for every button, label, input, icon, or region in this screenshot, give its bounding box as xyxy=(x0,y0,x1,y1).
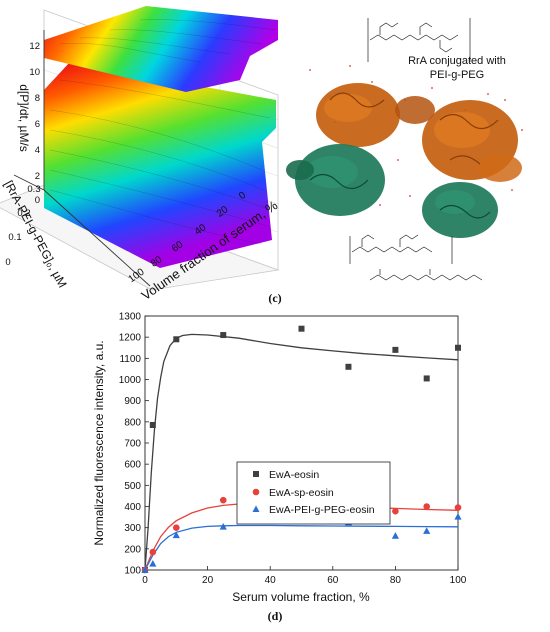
data-point-triangle xyxy=(219,523,227,530)
data-point-triangle xyxy=(391,532,399,539)
molecule-label-line2: PEI-g-PEG xyxy=(430,69,484,81)
y-tick-labels: 0.3 0.2 0.1 0 xyxy=(5,184,40,268)
x-tick-label: 60 xyxy=(327,575,339,586)
z-tick-label: 12 xyxy=(29,41,40,52)
z-tick-label: 8 xyxy=(35,93,40,104)
surface-slope xyxy=(44,62,276,268)
y-tick-label: 900 xyxy=(124,396,141,407)
legend-label: EwA-sp-eosin xyxy=(269,487,334,499)
molecule-label-line1: RrA conjugated with xyxy=(408,55,506,67)
data-point-circle xyxy=(149,548,157,556)
fit-curve xyxy=(144,524,459,571)
z-tick-label: 10 xyxy=(29,67,40,78)
y-tick-label: 800 xyxy=(124,417,141,428)
legend-box xyxy=(236,461,391,525)
fit-curve xyxy=(144,333,459,571)
fit-curves xyxy=(144,333,459,571)
z-tick-label: 6 xyxy=(35,119,40,130)
panel-label-c: (c) xyxy=(268,291,281,305)
orange-subunit xyxy=(316,83,522,182)
legend: EwA-eosin EwA-sp-eosin EwA-PEI-g-PEG-eos… xyxy=(236,461,391,525)
z-tick-labels: 12 10 8 6 4 2 0 xyxy=(29,41,40,206)
y-tick-label: 1200 xyxy=(119,333,142,344)
legend-marker-triangle xyxy=(252,505,260,512)
x-tick-label: 40 xyxy=(265,575,277,586)
legend-marker-circle xyxy=(252,488,260,496)
y-tick-label: 1100 xyxy=(119,354,141,365)
data-point-circle xyxy=(454,504,462,511)
panel-label-d: (d) xyxy=(268,609,283,623)
x-axis-line xyxy=(43,189,151,287)
data-point-square xyxy=(345,363,352,370)
y-axis-label: Normalized fluorescence intensity, a.u. xyxy=(92,340,106,545)
y-tick-label: 0.1 xyxy=(8,232,21,243)
y-tick-label: 0.2 xyxy=(17,208,30,219)
chemical-structure-bottom xyxy=(349,234,483,281)
x-tick-label: 80 xyxy=(390,575,402,586)
data-point-square xyxy=(149,422,156,429)
scatter-chart: 1002003004005006007008009001000110012001… xyxy=(92,312,467,605)
y-tick-label: 500 xyxy=(124,481,141,492)
surface-plateau xyxy=(44,6,278,92)
data-point-square xyxy=(298,325,305,332)
y-tick-label: 0 xyxy=(5,257,10,268)
z-axis-label: d[P]/dt, µM/s xyxy=(17,84,31,152)
data-point-square xyxy=(455,344,461,351)
data-point-square xyxy=(423,375,430,382)
x-axis-ticks: 0 20 40 60 80 100 xyxy=(142,566,467,586)
y-tick-label: 300 xyxy=(124,523,141,534)
data-point-triangle xyxy=(141,566,149,573)
protein-structure: RrA conjugated with PEI-g-PEG xyxy=(286,18,523,281)
x-tick-label: 20 xyxy=(202,575,214,586)
z-tick-label: 0 xyxy=(35,195,40,206)
z-tick-label: 4 xyxy=(35,145,40,156)
legend-marker-square xyxy=(253,471,259,477)
data-point-circle xyxy=(392,507,399,515)
data-point-triangle xyxy=(149,560,157,567)
data-points xyxy=(141,325,462,574)
chemical-structure-top xyxy=(367,18,471,62)
data-point-square xyxy=(173,336,180,343)
y-tick-label: 400 xyxy=(124,502,141,513)
y-tick-label: 700 xyxy=(124,439,141,450)
x-axis-label: Serum volume fraction, % xyxy=(232,590,370,604)
x-tick-label: 0 xyxy=(142,575,148,586)
y-axis-line xyxy=(13,174,45,191)
y-tick-label: 100 xyxy=(124,566,141,577)
data-point-triangle xyxy=(454,513,462,520)
data-point-circle xyxy=(219,496,227,504)
y-tick-label: 600 xyxy=(124,460,141,471)
data-point-triangle xyxy=(172,531,180,539)
data-point-triangle xyxy=(423,527,431,534)
x-tick-label: 0 xyxy=(237,190,248,202)
legend-label: EwA-PEI-g-PEG-eosin xyxy=(269,504,375,516)
y-tick-label: 200 xyxy=(124,544,141,555)
legend-label: EwA-eosin xyxy=(269,469,319,481)
y-tick-label: 1000 xyxy=(119,375,142,386)
plot-frame xyxy=(144,315,459,571)
x-tick-label: 100 xyxy=(450,575,467,586)
y-tick-label: 0.3 xyxy=(27,184,40,195)
data-point-circle xyxy=(173,524,180,531)
green-subunit xyxy=(286,144,498,238)
surface-plot: 12 10 8 6 4 2 0 d[P]/dt, µM/s 0.3 0.2 0.… xyxy=(0,6,281,303)
surface-contours xyxy=(49,19,277,245)
data-point-square xyxy=(220,332,227,339)
data-point-square xyxy=(392,346,399,353)
y-tick-label: 1300 xyxy=(119,312,142,323)
y-axis-ticks: 100 200 300 400 500 600 700 800 900 1000 1100 1200 1… xyxy=(119,312,149,577)
data-point-circle xyxy=(423,503,431,510)
z-tick-label: 2 xyxy=(35,171,40,182)
